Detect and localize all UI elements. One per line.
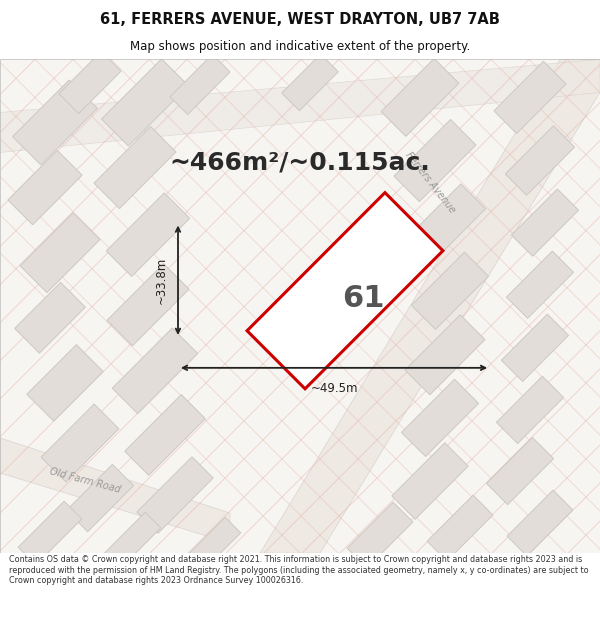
Polygon shape <box>502 314 569 381</box>
Polygon shape <box>18 501 82 565</box>
Polygon shape <box>282 54 338 111</box>
Polygon shape <box>506 251 574 318</box>
Polygon shape <box>106 193 190 276</box>
Polygon shape <box>112 328 198 414</box>
Polygon shape <box>381 59 459 136</box>
Polygon shape <box>13 80 97 165</box>
Polygon shape <box>20 213 100 292</box>
Polygon shape <box>404 184 485 266</box>
Polygon shape <box>107 264 189 346</box>
Polygon shape <box>41 404 119 482</box>
Text: ~466m²/~0.115ac.: ~466m²/~0.115ac. <box>170 151 430 174</box>
Polygon shape <box>125 394 205 475</box>
Polygon shape <box>487 438 554 504</box>
Polygon shape <box>94 126 176 209</box>
Polygon shape <box>347 502 413 568</box>
Polygon shape <box>260 59 600 553</box>
Polygon shape <box>405 315 485 395</box>
Polygon shape <box>0 438 230 543</box>
Text: ~33.8m: ~33.8m <box>155 257 168 304</box>
Polygon shape <box>412 252 488 329</box>
Polygon shape <box>511 189 578 256</box>
Polygon shape <box>27 344 103 421</box>
Polygon shape <box>99 512 161 574</box>
Text: 61, FERRERS AVENUE, WEST DRAYTON, UB7 7AB: 61, FERRERS AVENUE, WEST DRAYTON, UB7 7A… <box>100 12 500 27</box>
Polygon shape <box>0 59 600 152</box>
Polygon shape <box>427 495 493 561</box>
Polygon shape <box>401 379 479 456</box>
Text: Map shows position and indicative extent of the property.: Map shows position and indicative extent… <box>130 41 470 53</box>
Text: Ferrers Avenue: Ferrers Avenue <box>403 150 457 215</box>
Polygon shape <box>179 518 241 579</box>
Polygon shape <box>505 126 575 195</box>
Polygon shape <box>507 490 573 556</box>
Polygon shape <box>59 51 121 114</box>
Text: Old Farm Road: Old Farm Road <box>49 467 122 495</box>
Polygon shape <box>496 376 563 444</box>
Polygon shape <box>14 282 85 353</box>
Polygon shape <box>170 54 230 114</box>
Polygon shape <box>137 457 213 533</box>
Polygon shape <box>8 151 82 225</box>
Polygon shape <box>101 59 188 146</box>
Polygon shape <box>67 464 134 532</box>
Polygon shape <box>394 119 476 202</box>
Polygon shape <box>392 442 468 519</box>
Text: ~49.5m: ~49.5m <box>310 382 358 395</box>
Text: Contains OS data © Crown copyright and database right 2021. This information is : Contains OS data © Crown copyright and d… <box>9 555 589 585</box>
Polygon shape <box>494 61 566 134</box>
Text: 61: 61 <box>342 284 384 313</box>
Polygon shape <box>247 192 443 389</box>
